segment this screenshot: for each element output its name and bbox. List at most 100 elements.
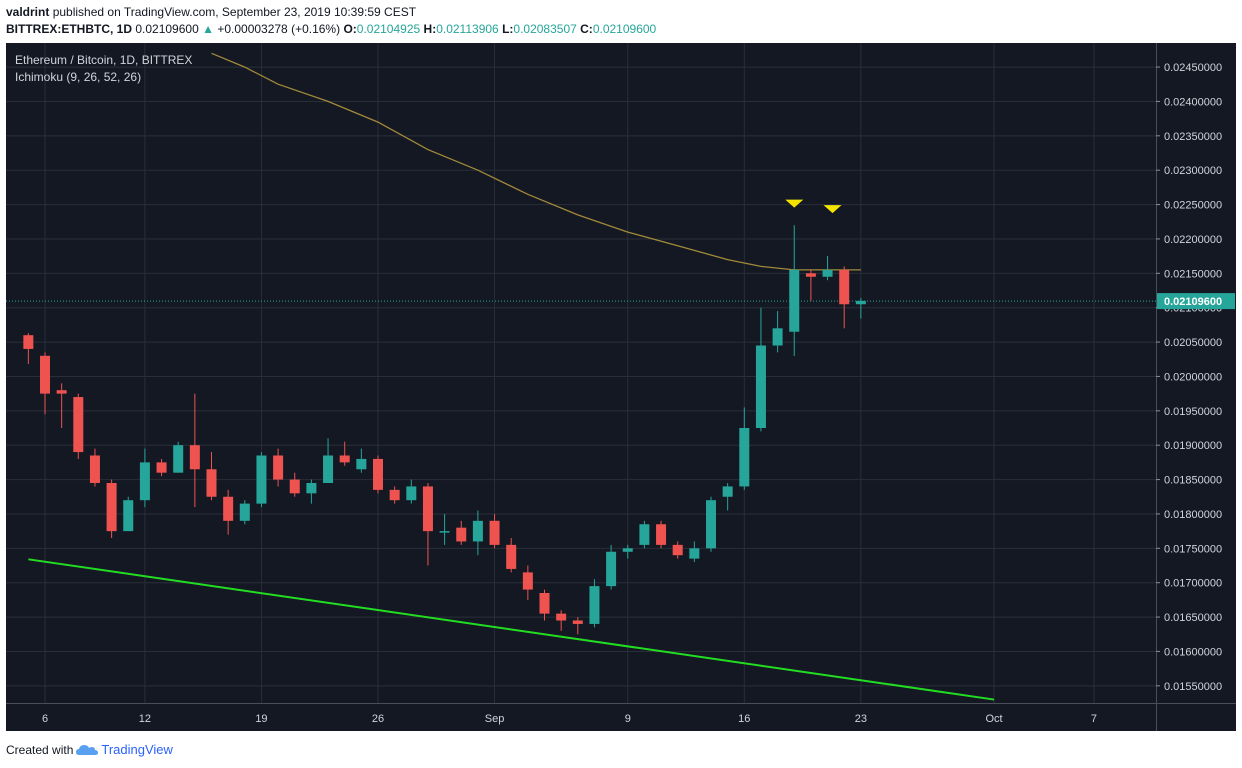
candle bbox=[23, 333, 34, 365]
chart-title: Ethereum / Bitcoin, 1D, BITTREX bbox=[15, 53, 192, 67]
y-tick-label: 0.02000000 bbox=[1164, 371, 1222, 383]
candle bbox=[106, 479, 117, 538]
y-tick-label: 0.02400000 bbox=[1164, 96, 1222, 108]
candle bbox=[639, 520, 650, 549]
high-label: H: bbox=[423, 22, 437, 36]
candle-body bbox=[805, 273, 816, 277]
candle bbox=[489, 513, 500, 549]
candle bbox=[339, 441, 350, 466]
candle bbox=[123, 496, 134, 532]
candle bbox=[206, 452, 217, 501]
y-tick-label: 0.02150000 bbox=[1164, 268, 1222, 280]
support-trend-line bbox=[28, 558, 995, 701]
top-marker-icon bbox=[823, 205, 842, 214]
y-tick-label: 0.01700000 bbox=[1164, 578, 1222, 590]
x-tick-label: 23 bbox=[855, 713, 867, 725]
candle-body bbox=[356, 458, 367, 470]
created-with-text: Created with bbox=[6, 742, 74, 757]
publish-header: valdrint published on TradingView.com, S… bbox=[6, 5, 416, 19]
symbol-header: BITTREX:ETHBTC, 1D 0.02109600 ▲ +0.00003… bbox=[6, 22, 656, 36]
candle-body bbox=[323, 455, 334, 483]
tradingview-brand[interactable]: TradingView bbox=[101, 742, 173, 757]
candle-body bbox=[589, 586, 600, 624]
candle-body bbox=[422, 486, 433, 532]
candle bbox=[855, 298, 866, 319]
candle-body bbox=[739, 428, 750, 487]
candle-body bbox=[239, 503, 250, 521]
y-tick-label: 0.02200000 bbox=[1164, 234, 1222, 246]
author-name[interactable]: valdrint bbox=[6, 5, 50, 19]
candle-body bbox=[606, 551, 617, 587]
candle bbox=[706, 496, 716, 552]
candle bbox=[722, 483, 733, 511]
y-tick-label: 0.02350000 bbox=[1164, 131, 1222, 143]
candle bbox=[522, 565, 533, 600]
candle-body bbox=[56, 390, 67, 394]
close-value: 0.02109600 bbox=[592, 22, 657, 36]
y-tick-label: 0.01750000 bbox=[1164, 543, 1222, 555]
y-tick-label: 0.01850000 bbox=[1164, 475, 1222, 487]
candle-body bbox=[123, 500, 134, 532]
low-label: L: bbox=[502, 22, 514, 36]
candle bbox=[472, 510, 483, 556]
candle-body bbox=[73, 397, 84, 453]
candle-body bbox=[522, 572, 533, 590]
candle-body bbox=[656, 524, 667, 545]
candle bbox=[506, 538, 517, 573]
candle-body bbox=[40, 355, 50, 394]
candle bbox=[822, 256, 833, 281]
candle bbox=[389, 486, 400, 504]
price-chart[interactable]: 0.02450000 0.02400000 0.02350000 0.02300000… bbox=[0, 40, 1242, 732]
candle bbox=[89, 448, 100, 487]
y-tick-label: 0.01600000 bbox=[1164, 646, 1222, 658]
x-tick-label: Sep bbox=[485, 713, 505, 725]
y-tick-label: 0.02050000 bbox=[1164, 337, 1222, 349]
candle bbox=[73, 393, 84, 459]
candle-body bbox=[672, 544, 683, 556]
candle-body bbox=[106, 483, 117, 532]
symbol-name: BITTREX:ETHBTC, 1D bbox=[6, 22, 132, 36]
candle bbox=[223, 489, 234, 535]
candle bbox=[373, 455, 383, 494]
x-tick-label: 9 bbox=[625, 713, 631, 725]
candle-body bbox=[472, 520, 483, 542]
candle bbox=[805, 269, 816, 301]
candle-body bbox=[539, 593, 550, 614]
candle-body bbox=[689, 548, 700, 559]
tradingview-logo-icon bbox=[76, 744, 99, 755]
candle-body bbox=[789, 269, 800, 332]
candle bbox=[189, 393, 200, 508]
candle-body bbox=[89, 455, 100, 483]
candle-body bbox=[755, 345, 766, 428]
candle bbox=[789, 225, 800, 356]
candle bbox=[256, 452, 267, 508]
candle-body bbox=[306, 483, 317, 494]
candle-body bbox=[772, 328, 783, 346]
candle bbox=[173, 441, 184, 473]
candle-body bbox=[506, 544, 517, 569]
candle bbox=[289, 472, 300, 497]
candle-body bbox=[189, 445, 200, 470]
candle bbox=[755, 307, 766, 432]
y-tick-label: 0.02450000 bbox=[1164, 62, 1222, 74]
candle bbox=[406, 479, 417, 504]
candle bbox=[672, 541, 683, 559]
candle-body bbox=[622, 548, 633, 552]
candle-body bbox=[23, 335, 34, 349]
x-tick-label: 26 bbox=[372, 713, 384, 725]
candle-body bbox=[256, 455, 267, 504]
change-value: +0.00003278 (+0.16%) bbox=[217, 22, 341, 36]
candle bbox=[772, 311, 783, 353]
top-marker-icon bbox=[785, 199, 804, 208]
x-tick-label: Oct bbox=[985, 713, 1002, 725]
indicator-label: Ichimoku (9, 26, 52, 26) bbox=[15, 70, 141, 84]
candle-body bbox=[489, 520, 500, 545]
y-tick-label: 0.01650000 bbox=[1164, 612, 1222, 624]
candle-body bbox=[373, 458, 383, 490]
x-tick-label: 12 bbox=[139, 713, 151, 725]
x-tick-label: 16 bbox=[738, 713, 750, 725]
candle bbox=[56, 383, 67, 428]
candle bbox=[689, 541, 700, 563]
candle bbox=[139, 448, 150, 508]
change-up-icon: ▲ bbox=[202, 22, 214, 36]
